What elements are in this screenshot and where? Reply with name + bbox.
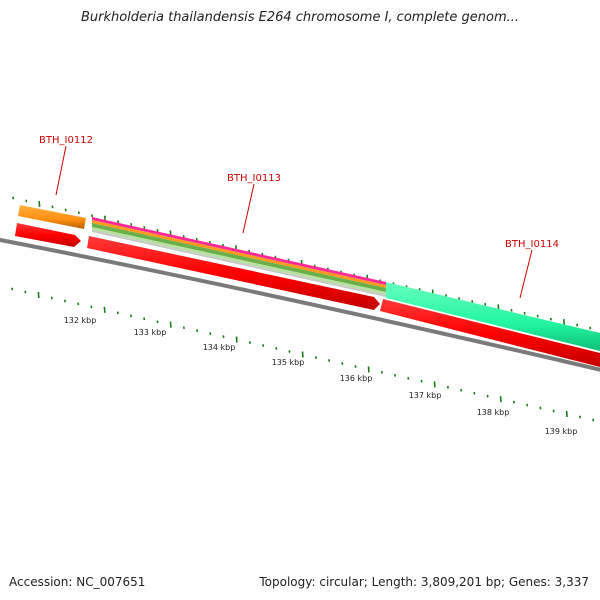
ruler-label-138: 138 kbp — [477, 408, 510, 417]
teal-feature-bar[interactable] — [386, 282, 600, 351]
chromosome-backbone — [0, 237, 600, 372]
upper-tick-track — [12, 196, 592, 330]
ruler-label-133: 133 kbp — [134, 328, 167, 337]
stripe-green[interactable] — [92, 223, 386, 292]
ruler-label-139: 139 kbp — [545, 427, 578, 436]
ruler-label-134: 134 kbp — [203, 343, 236, 352]
gene-label-2[interactable]: BTH_I0113 — [227, 173, 281, 234]
ruler-label-132: 132 kbp — [64, 316, 97, 325]
feature-stripe-band — [92, 217, 386, 297]
gene-label-text-3: BTH_I0114 — [505, 239, 559, 250]
gene-label-text-1: BTH_I0112 — [39, 135, 93, 146]
stripe-orange[interactable] — [92, 220, 386, 288]
cds-arrow-3[interactable] — [380, 299, 600, 367]
ruler-label-136: 136 kbp — [340, 374, 373, 383]
orange-feature-bar[interactable] — [18, 205, 86, 229]
ruler-label-135: 135 kbp — [272, 358, 305, 367]
stripe-magenta[interactable] — [92, 217, 386, 285]
gene-label-3[interactable]: BTH_I0114 — [505, 239, 559, 299]
cds-arrow-1[interactable] — [15, 223, 81, 247]
genome-summary-text: Topology: circular; Length: 3,809,201 bp… — [259, 575, 589, 589]
ruler-labels: 132 kbp 133 kbp 134 kbp 135 kbp 136 kbp … — [64, 316, 578, 436]
stripe-grey[interactable] — [92, 230, 386, 297]
lower-tick-track — [11, 287, 595, 422]
stripe-light-green[interactable] — [92, 227, 386, 295]
map-title: Burkholderia thailandensis E264 chromoso… — [80, 10, 520, 25]
gene-label-1[interactable]: BTH_I0112 — [39, 135, 93, 196]
accession-text: Accession: NC_007651 — [9, 575, 146, 589]
cds-arrow-2[interactable] — [87, 236, 380, 310]
ruler-label-137: 137 kbp — [409, 391, 442, 400]
gene-label-text-2: BTH_I0113 — [227, 173, 281, 184]
